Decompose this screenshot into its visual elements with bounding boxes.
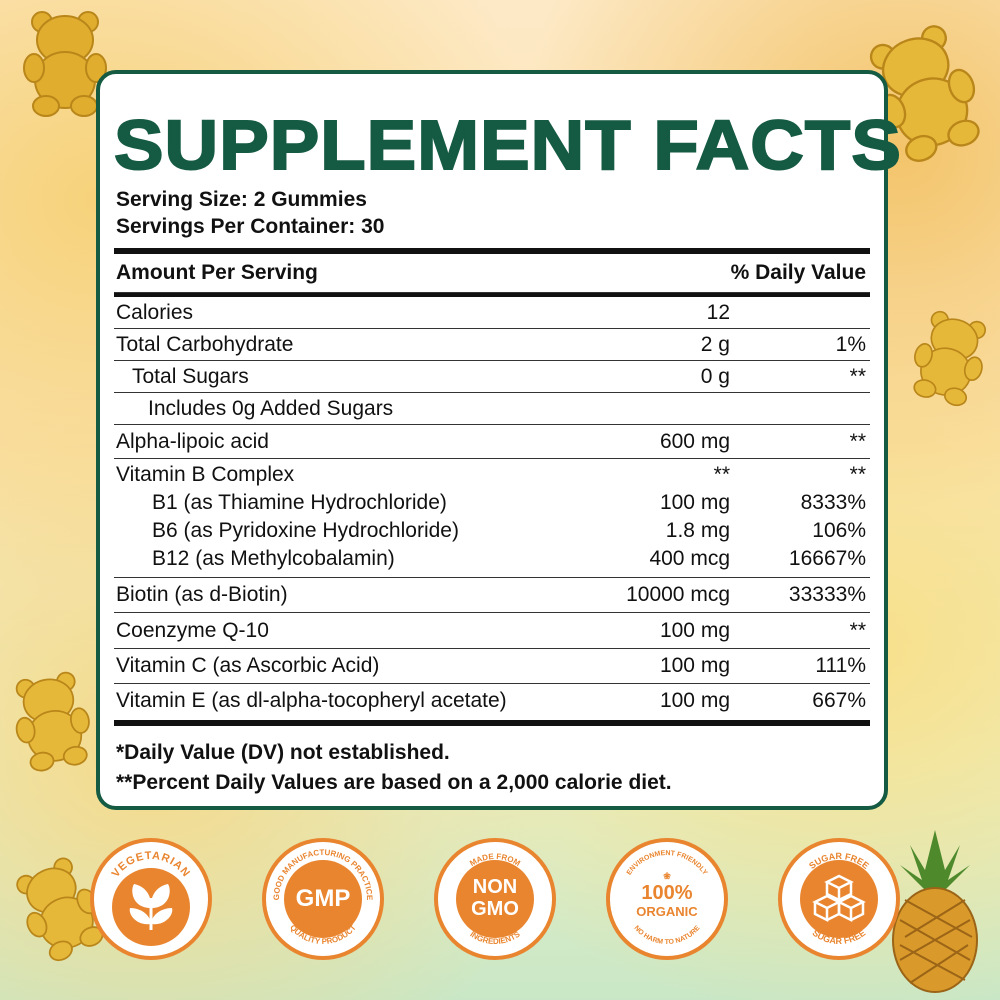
row-amount: 100 mg xyxy=(659,619,730,642)
organic-percent: 100% xyxy=(641,882,693,904)
divider xyxy=(114,293,870,297)
sugar-free-badge: SUGAR FREE SUGAR FREE xyxy=(778,838,900,960)
row-amount: 2 g xyxy=(700,333,730,356)
row-dv: 16667% xyxy=(788,547,866,570)
row-dv: 111% xyxy=(815,654,866,677)
row-amount: 400 mcg xyxy=(649,547,730,570)
vitamin-b-complex-group: Vitamin B Complex ** ** B1 (as Thiamine … xyxy=(114,459,870,578)
non-gmo-center: NON GMO xyxy=(456,860,534,938)
row-label: Total Carbohydrate xyxy=(116,333,294,356)
non-gmo-badge: MADE FROM INGREDIENTS NON GMO xyxy=(434,838,556,960)
row-amount: 10000 mcg xyxy=(626,583,730,606)
leaf-icon: ❀ xyxy=(663,871,671,881)
daily-value-label: % Daily Value xyxy=(730,261,866,284)
row-dv: 33333% xyxy=(788,583,866,606)
row-amount: 600 mg xyxy=(659,430,730,453)
organic-center: ❀ 100% ORGANIC xyxy=(628,860,706,938)
gummy-bear-icon xyxy=(23,11,107,117)
leaf-icon xyxy=(112,868,190,946)
row-dv: 106% xyxy=(812,519,866,542)
row-dv: 667% xyxy=(812,689,866,712)
vegetarian-badge: VEGETARIAN xyxy=(90,838,212,960)
row-label: B12 (as Methylcobalamin) xyxy=(152,547,395,570)
gmo-label: GMO xyxy=(471,898,519,920)
divider xyxy=(114,720,870,726)
row-label: Alpha-lipoic acid xyxy=(116,430,269,453)
row-dv: 8333% xyxy=(800,491,866,514)
table-row: Coenzyme Q-10 100 mg ** xyxy=(114,613,870,649)
table-header: Amount Per Serving % Daily Value xyxy=(114,254,870,293)
row-label: Coenzyme Q-10 xyxy=(116,619,269,642)
row-amount: 100 mg xyxy=(659,689,730,712)
row-amount: 12 xyxy=(706,301,730,324)
row-dv: ** xyxy=(849,430,866,453)
table-row: B12 (as Methylcobalamin) 400 mcg 16667% xyxy=(114,545,870,573)
serving-size: Serving Size: 2 Gummies xyxy=(116,188,367,211)
table-row: Total Carbohydrate 2 g 1% xyxy=(114,329,870,361)
row-amount: 100 mg xyxy=(659,654,730,677)
row-amount: ** xyxy=(713,463,730,486)
row-label: Vitamin B Complex xyxy=(116,463,295,486)
servings-per-container: Servings Per Container: 30 xyxy=(116,215,385,238)
row-label: Includes 0g Added Sugars xyxy=(148,397,394,420)
non-label: NON xyxy=(472,876,518,898)
row-dv: ** xyxy=(849,365,866,388)
row-dv: 1% xyxy=(835,333,866,356)
row-label: Vitamin E (as dl-alpha-tocopheryl acetat… xyxy=(116,689,507,712)
row-amount: 100 mg xyxy=(659,491,730,514)
row-label: B6 (as Pyridoxine Hydrochloride) xyxy=(152,519,459,542)
table-row: Biotin (as d-Biotin) 10000 mcg 33333% xyxy=(114,578,870,613)
row-amount: 0 g xyxy=(700,365,730,388)
gmp-center: GMP xyxy=(284,860,362,938)
gmp-label: GMP xyxy=(295,885,351,912)
row-label: Total Sugars xyxy=(132,365,249,388)
row-dv: ** xyxy=(849,463,866,486)
gummy-bear-icon xyxy=(15,671,90,772)
pineapple-icon xyxy=(892,830,978,993)
supplement-facts-panel: SUPPLEMENT FACTS Serving Size: 2 Gummies… xyxy=(96,70,902,810)
footnote-percent: **Percent Daily Values are based on a 2,… xyxy=(116,771,672,794)
table-row: Calories 12 xyxy=(114,297,870,329)
organic-badge: ENVIRONMENT FRIENDLY NO HARM TO NATURE ❀… xyxy=(606,838,728,960)
row-label: Calories xyxy=(116,301,194,324)
table-row: B1 (as Thiamine Hydrochloride) 100 mg 83… xyxy=(114,489,870,517)
panel-title: SUPPLEMENT FACTS xyxy=(113,105,902,185)
table-row: Vitamin E (as dl-alpha-tocopheryl acetat… xyxy=(114,684,870,718)
table-row: Vitamin C (as Ascorbic Acid) 100 mg 111% xyxy=(114,649,870,684)
amount-per-serving-label: Amount Per Serving xyxy=(116,261,318,284)
table-row: B6 (as Pyridoxine Hydrochloride) 1.8 mg … xyxy=(114,517,870,545)
footnote-dv: *Daily Value (DV) not established. xyxy=(116,741,450,764)
gmp-badge: GOOD MANUFACTURING PRACTICE QUALITY PROD… xyxy=(262,838,384,960)
row-dv: ** xyxy=(849,619,866,642)
divider xyxy=(114,248,870,254)
table-row: Alpha-lipoic acid 600 mg ** xyxy=(114,425,870,459)
table-row: Total Sugars 0 g ** xyxy=(114,361,870,393)
table-row: Vitamin B Complex ** ** xyxy=(114,461,870,489)
sugar-cubes-icon xyxy=(800,860,878,938)
gummy-bear-icon xyxy=(913,310,987,407)
row-amount: 1.8 mg xyxy=(665,519,730,542)
row-label: Vitamin C (as Ascorbic Acid) xyxy=(116,654,380,677)
row-label: B1 (as Thiamine Hydrochloride) xyxy=(152,491,447,514)
organic-label: ORGANIC xyxy=(636,904,698,919)
table-row: Includes 0g Added Sugars xyxy=(114,393,870,425)
row-label: Biotin (as d-Biotin) xyxy=(116,583,288,606)
